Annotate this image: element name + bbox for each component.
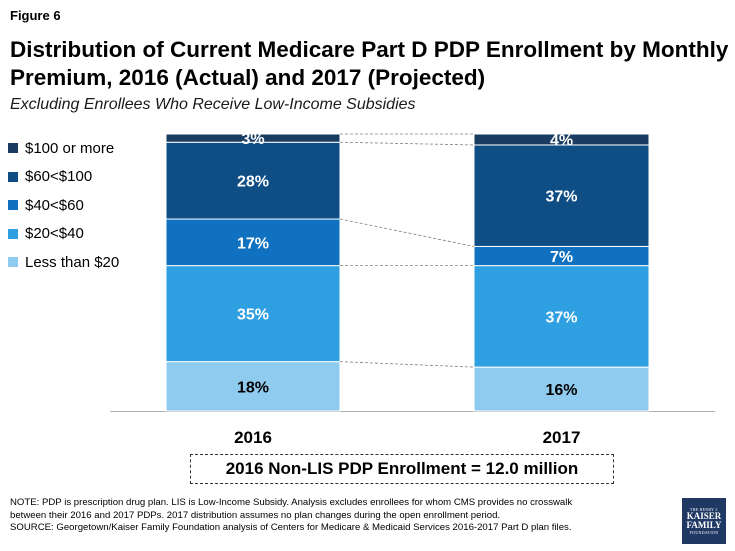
chart-title: Distribution of Current Medicare Part D …: [10, 37, 729, 90]
legend-swatch: [8, 171, 18, 182]
data-label: 4%: [550, 132, 573, 149]
bar-segment: [473, 265, 650, 368]
connector-line: [339, 361, 475, 368]
legend-swatch: [8, 200, 18, 211]
data-label: 28%: [237, 174, 269, 191]
bar-segment: [165, 141, 341, 220]
bar-segment: [165, 361, 341, 412]
data-label: 37%: [545, 189, 577, 206]
data-label: 37%: [545, 309, 577, 326]
legend-item-less-than-20: Less than $20: [8, 248, 119, 277]
bar-segment: [165, 265, 341, 363]
logo-line: FAMILY: [686, 520, 722, 530]
legend-label: Less than $20: [25, 253, 120, 271]
note-source: NOTE: PDP is prescription drug plan. LIS…: [10, 497, 650, 535]
legend-item-60-100: $60<$100: [8, 163, 119, 192]
bar-segment: [473, 366, 650, 412]
note-line: NOTE: PDP is prescription drug plan. LIS…: [10, 497, 573, 508]
logo-line: THE HENRY J.: [689, 507, 719, 512]
data-label: 35%: [237, 307, 269, 324]
legend-label: $100 or more: [25, 139, 115, 157]
logo-line: KAISER: [686, 511, 722, 521]
data-label: 17%: [237, 235, 269, 252]
legend-label: $60<$100: [25, 168, 93, 186]
connector-line: [339, 218, 475, 247]
bar-segment: [473, 144, 650, 247]
legend-item-100-or-more: $100 or more: [8, 134, 119, 163]
enrollment-box: 2016 Non-LIS PDP Enrollment = 12.0 milli…: [190, 454, 614, 484]
data-label: 3%: [241, 131, 264, 148]
x-tick-label: 2017: [543, 428, 581, 447]
kff-logo: THE HENRY J. KAISER FAMILY FOUNDATION: [682, 498, 726, 544]
legend-swatch: [8, 228, 18, 239]
data-label: 18%: [237, 379, 269, 396]
data-label: 7%: [550, 249, 573, 266]
source-line: SOURCE: Georgetown/Kaiser Family Foundat…: [10, 522, 572, 533]
legend-swatch: [8, 143, 18, 154]
data-label: 16%: [545, 382, 577, 399]
legend: $100 or more $60<$100 $40<$60 $20<$40 Le…: [8, 134, 119, 277]
figure-label: Figure 6: [10, 8, 61, 23]
bar-segment: [165, 218, 341, 267]
bar-segment: [165, 133, 341, 143]
chart-subtitle: Excluding Enrollees Who Receive Low-Inco…: [10, 96, 416, 113]
logo-line: FOUNDATION: [689, 530, 719, 535]
legend-label: $40<$60: [25, 196, 84, 214]
legend-item-40-60: $40<$60: [8, 191, 119, 220]
bar-segment: [473, 133, 650, 146]
note-line: between their 2016 and 2017 PDPs. 2017 d…: [10, 509, 501, 521]
x-tick-label: 2016: [234, 428, 272, 447]
legend-label: $20<$40: [25, 225, 84, 243]
legend-item-20-40: $20<$40: [8, 220, 119, 249]
legend-swatch: [8, 257, 18, 268]
connector-line: [339, 141, 475, 146]
